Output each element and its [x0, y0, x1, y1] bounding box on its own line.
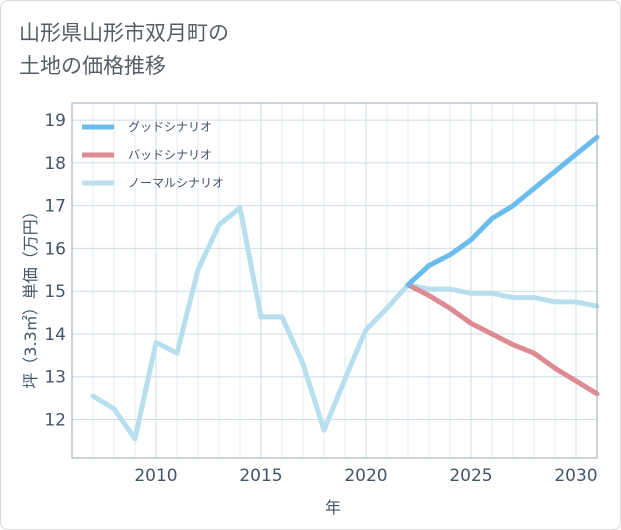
y-tick-label: 14 — [44, 325, 66, 345]
x-axis-title: 年 — [325, 498, 341, 517]
legend-label: ノーマルシナリオ — [128, 176, 224, 190]
tick-labels: 2010 2015 2020 2025 2030 12 13 14 15 16 17 18 19 — [44, 111, 597, 486]
y-tick-label: 19 — [44, 111, 66, 131]
series-line — [90, 205, 600, 442]
x-tick-label: 2030 — [554, 466, 597, 486]
y-tick-label: 18 — [44, 154, 66, 174]
y-tick-label: 17 — [44, 197, 66, 217]
x-tick-label: 2015 — [239, 466, 282, 486]
series-line — [405, 282, 600, 397]
y-tick-label: 13 — [44, 368, 66, 388]
x-tick-label: 2020 — [344, 466, 387, 486]
legend-label: グッドシナリオ — [128, 120, 212, 134]
legend-label: バッドシナリオ — [128, 148, 212, 162]
series-lines — [90, 134, 600, 442]
plot-border — [71, 102, 598, 459]
plot-frame — [71, 102, 598, 459]
y-tick-label: 12 — [44, 411, 66, 431]
x-tick-label: 2025 — [449, 466, 492, 486]
x-tick-label: 2010 — [134, 466, 177, 486]
y-tick-label: 15 — [44, 282, 66, 302]
chart-title: 山形県山形市双月町の 土地の価格推移 — [19, 21, 229, 78]
y-tick-label: 16 — [44, 239, 66, 259]
series-line — [405, 134, 600, 288]
y-axis-title: 坪（3.3㎡）単価（万円） — [21, 203, 40, 388]
